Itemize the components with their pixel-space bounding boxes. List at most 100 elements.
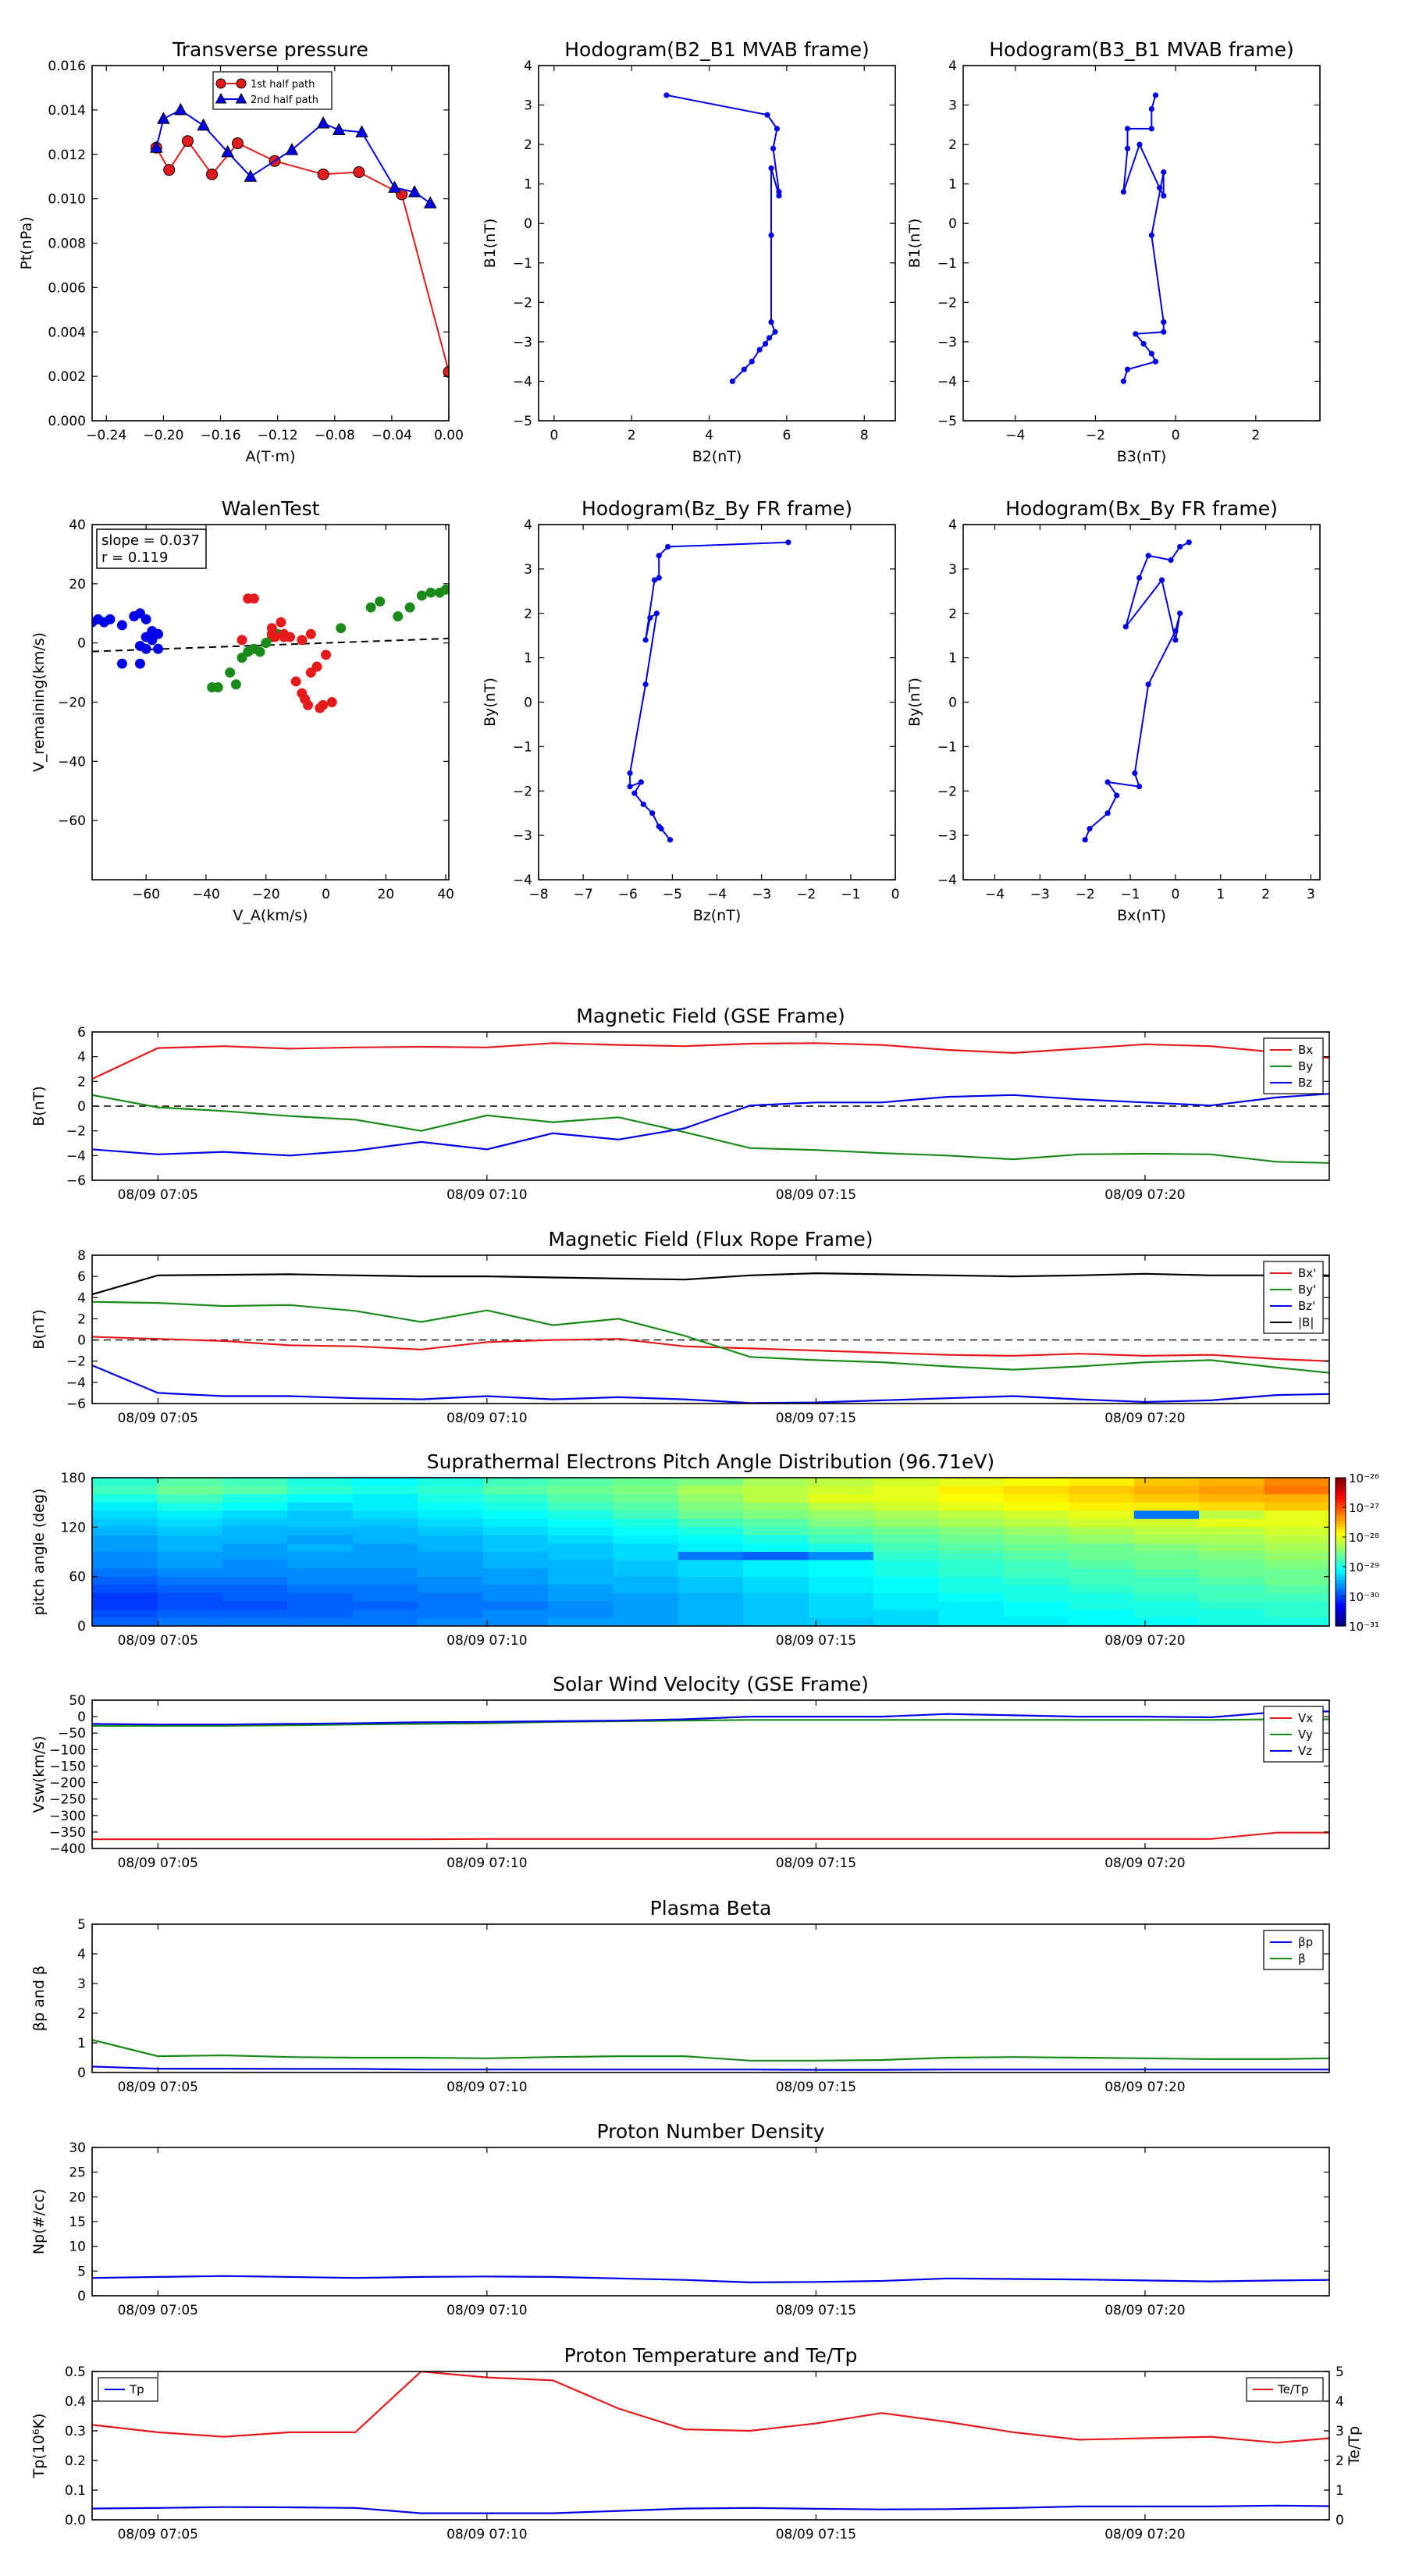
heatmap-cell — [547, 1592, 614, 1602]
colorbar-segment — [1336, 1527, 1346, 1531]
x-tick-label: 3 — [1307, 887, 1315, 902]
heatmap-cell — [418, 1485, 484, 1495]
x-tick-label: −4 — [1005, 428, 1025, 443]
y-tick-label: 0 — [77, 1619, 86, 1635]
legend-label: β — [1298, 1952, 1306, 1966]
heatmap-cell — [547, 1617, 614, 1626]
legend-label: Tp — [129, 2382, 144, 2396]
y-tick-label: 0.002 — [48, 369, 86, 385]
y-tick-label: −400 — [49, 1841, 86, 1857]
legend-label: Bz — [1298, 1076, 1312, 1090]
heatmap-cell — [678, 1527, 744, 1536]
x-tick-label: 0 — [1171, 887, 1179, 902]
y-tick-label: −3 — [937, 335, 957, 350]
data-point — [317, 168, 329, 180]
data-point — [766, 335, 773, 341]
heatmap-cell — [678, 1601, 744, 1610]
heatmap-cell — [92, 1592, 158, 1602]
y-tick-label: 0 — [77, 636, 86, 652]
y-tick-label: 3 — [1336, 2424, 1344, 2439]
heatmap-cell — [873, 1585, 940, 1594]
data-point — [627, 783, 633, 790]
y-tick-label: 0.014 — [48, 103, 86, 119]
heatmap-cell — [938, 1502, 1005, 1511]
colorbar-segment — [1336, 1480, 1346, 1483]
plot-area — [539, 525, 895, 880]
colorbar-segment — [1336, 1574, 1346, 1578]
series-line — [92, 2065, 1329, 2071]
panel-density: Proton Number Density 08/09 07:05 08/09 07… — [30, 2120, 1330, 2318]
heatmap-cell — [743, 1527, 809, 1536]
heatmap-cell — [938, 1585, 1005, 1594]
legend-label: |B| — [1298, 1315, 1314, 1329]
heatmap-cell — [808, 1494, 874, 1503]
colorbar-segment — [1336, 1606, 1346, 1610]
data-point — [423, 196, 437, 208]
axes-frame — [91, 1254, 1330, 1404]
heatmap-cell — [938, 1617, 1005, 1626]
data-point — [149, 141, 163, 153]
heatmap-cell — [1199, 1560, 1265, 1569]
heatmap-cell — [613, 1560, 679, 1569]
colorbar-segment — [1336, 1549, 1346, 1553]
legend: Bx By Bz — [1263, 1037, 1324, 1094]
colorbar-segment — [1336, 1544, 1346, 1548]
heatmap-cell — [1069, 1502, 1135, 1511]
heatmap-cell — [418, 1617, 484, 1626]
data-point — [627, 770, 633, 777]
colorbar-segment — [1336, 1584, 1346, 1587]
colorbar-segment — [1336, 1507, 1346, 1510]
x-tick-label: −20 — [252, 887, 280, 902]
heatmap-cell — [92, 1535, 158, 1545]
data-point — [254, 646, 265, 657]
heatmap-cell — [678, 1485, 744, 1495]
colorbar-label: 10⁻²⁸ — [1349, 1531, 1379, 1545]
data-point — [375, 596, 386, 607]
heatmap-cell — [938, 1518, 1005, 1528]
heatmap-cell — [1133, 1535, 1200, 1545]
data-point — [230, 679, 241, 690]
colorbar-segment — [1336, 1489, 1346, 1493]
heatmap-cell — [938, 1527, 1005, 1536]
heatmap-cell — [1133, 1518, 1200, 1528]
heatmap-cell — [808, 1592, 874, 1602]
x-tick-label: 08/09 07:15 — [776, 2303, 856, 2318]
heatmap-cell — [1069, 1560, 1135, 1569]
data-point — [416, 590, 427, 601]
heatmap-cell — [743, 1510, 809, 1520]
heatmap-cell — [1069, 1478, 1135, 1487]
heatmap-cell — [678, 1543, 744, 1553]
heatmap-cell — [1199, 1552, 1265, 1561]
heatmap-cell — [352, 1617, 418, 1626]
y-tick-label: −4 — [937, 873, 957, 888]
x-tick-label: 0 — [322, 887, 330, 902]
data-point — [638, 779, 644, 785]
colorbar-segment — [1336, 1596, 1346, 1599]
heatmap-cell — [1264, 1502, 1329, 1511]
heatmap-cell — [1003, 1552, 1069, 1561]
data-point — [1158, 577, 1165, 583]
heatmap-cell — [482, 1552, 549, 1561]
heatmap-cell — [222, 1617, 288, 1626]
data-point — [1161, 329, 1167, 335]
colorbar-segment — [1336, 1586, 1346, 1590]
heatmap-cell — [352, 1485, 418, 1495]
y-tick-label: −6 — [66, 1397, 86, 1412]
data-point — [1168, 557, 1174, 564]
panel-pad: Suprathermal Electrons Pitch Angle Distr… — [30, 1450, 1379, 1649]
heatmap-cell — [482, 1510, 549, 1520]
colorbar-segment — [1336, 1591, 1346, 1595]
y-axis-label: pitch angle (deg) — [30, 1489, 48, 1616]
heatmap-cell — [287, 1494, 354, 1503]
heatmap-cell — [678, 1560, 744, 1569]
heatmap-cell — [418, 1609, 484, 1619]
heatmap-cell — [352, 1568, 418, 1578]
heatmap-cell — [287, 1585, 354, 1594]
x-tick-label: 08/09 07:15 — [776, 2527, 856, 2542]
heatmap-cell — [1069, 1585, 1135, 1594]
y-tick-label: −150 — [49, 1759, 86, 1774]
heatmap-cell — [873, 1502, 940, 1511]
y-tick-label: 0 — [77, 1333, 86, 1349]
panel-hodo2: Hodogram(B3_B1 MVAB frame) −4 −2 0 2 −5 −4 −3 −2… — [906, 38, 1321, 465]
x-axis-label: V_A(km/s) — [233, 907, 308, 924]
